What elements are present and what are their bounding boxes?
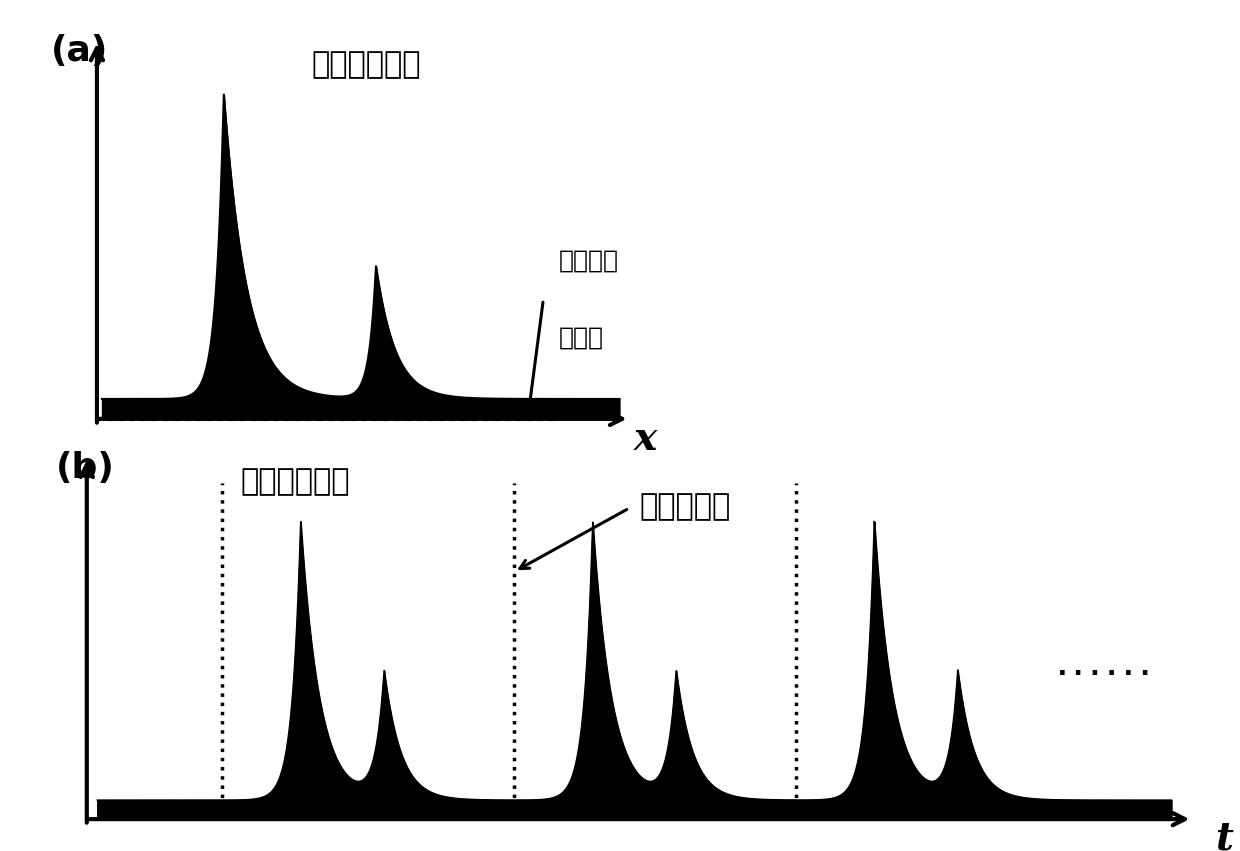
Text: 光谱仪相: 光谱仪相	[558, 248, 619, 273]
Text: ......: ......	[1054, 653, 1154, 681]
Text: 空间色散光谱: 空间色散光谱	[311, 50, 420, 80]
Text: (b): (b)	[56, 451, 114, 485]
Text: (a): (a)	[51, 34, 109, 68]
Text: 激发光脉冲: 激发光脉冲	[640, 492, 730, 522]
Text: 机阵列: 机阵列	[558, 325, 604, 349]
Text: 延时色散光谱: 延时色散光谱	[241, 467, 350, 496]
Text: x: x	[634, 420, 656, 458]
Text: t: t	[1215, 820, 1233, 851]
